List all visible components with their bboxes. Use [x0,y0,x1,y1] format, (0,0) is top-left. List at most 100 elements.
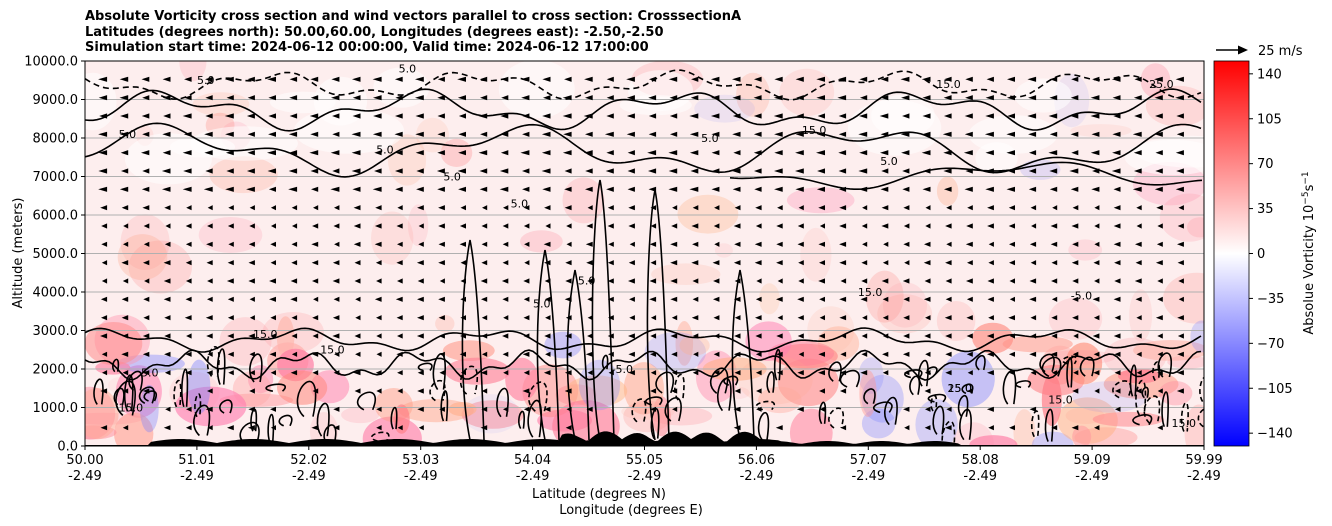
wind-vector-icon [607,205,614,211]
wind-vector-icon [120,113,129,119]
x-tick-label-lat: 58.08 [962,453,999,468]
wind-vector-icon [164,205,171,211]
wind-vector-icon [904,260,910,266]
wind-vector-icon [1113,113,1121,119]
wind-vector-icon [881,168,889,174]
contour-line [1129,364,1137,397]
x-tick-label-lat: 55.05 [626,453,663,468]
wind-vector-icon [987,205,994,211]
wind-vector-icon [439,351,445,357]
wind-vector-icon [1009,296,1015,302]
wind-vector-icon [207,351,213,357]
wind-vector-icon [1009,351,1015,357]
wind-vector-icon [858,186,868,192]
wind-vector-icon [376,406,382,412]
wind-vector-icon [249,388,255,394]
wind-vector-icon [1028,131,1037,137]
wind-vector-icon [438,260,445,266]
wind-vector-icon [1157,351,1163,357]
wind-vector-icon [798,278,804,284]
wind-vector-icon [479,186,488,192]
vorticity-patch [623,362,665,415]
colorbar-tick-label: −105 [1257,382,1293,397]
wind-vector-icon [902,186,910,192]
wind-vector-icon [312,223,319,229]
wind-vector-icon [164,370,171,376]
vorticity-patch [651,263,721,286]
wind-vector-icon [1112,150,1121,156]
wind-vector-icon [818,370,825,376]
wind-vector-icon [1049,95,1058,101]
wind-vector-icon [523,370,530,376]
wind-vector-icon [522,186,530,192]
contour-line [839,369,860,388]
wind-vector-icon [839,260,847,266]
title-line-1: Absolute Vorticity cross section and win… [85,9,742,24]
contour-line [216,348,226,385]
vorticity-patch [726,386,750,399]
wind-vector-icon [290,370,298,376]
wind-vector-icon [206,333,213,339]
wind-vector-icon [1091,131,1100,137]
wind-vector-icon [289,113,298,119]
wind-vector-icon [1175,95,1184,101]
wind-vector-icon [185,296,192,302]
wind-vector-icon [500,131,509,137]
wind-vector-icon [966,278,973,284]
quiver-key-arrowhead-icon [1238,45,1248,55]
wind-vector-icon [227,223,234,229]
wind-vector-icon [862,205,868,211]
wind-vector-icon [247,95,255,101]
vorticity-patch [758,386,802,414]
wind-vector-icon [756,278,762,284]
wind-vector-icon [1029,241,1037,247]
wind-vector-icon [1177,351,1184,357]
wind-vector-icon [965,168,973,174]
wind-vector-icon [270,241,276,247]
wind-vector-icon [671,370,678,376]
wind-vector-icon [333,223,340,229]
wind-vector-icon [460,205,466,211]
wind-vector-icon [1155,260,1163,266]
y-tick-label: 10000.0 [24,55,78,70]
wind-vector-icon [649,76,657,82]
vorticity-patch [858,357,884,394]
contour-label: 15.0 [320,344,345,357]
wind-vector-icon [1030,315,1037,321]
wind-vector-icon [628,223,635,229]
wind-vector-icon [584,76,593,82]
wind-vector-icon [565,278,572,284]
vorticity-patch [435,315,455,333]
wind-vector-icon [417,278,424,284]
wind-vector-icon [376,425,382,431]
wind-vector-icon [650,315,657,321]
wind-vector-icon [882,315,889,321]
vorticity-patch [694,94,755,123]
wind-vector-icon [185,370,192,376]
vorticity-patch [277,370,328,405]
wind-vector-icon [691,260,699,266]
wind-vector-icon [1136,333,1142,339]
x-axis-label-line-1: Latitude (degrees N) [532,487,666,502]
wind-vector-icon [331,95,340,101]
wind-vector-icon [668,168,678,174]
wind-vector-icon [713,315,720,321]
wind-vector-icon [268,95,276,101]
wind-vector-icon [944,186,952,192]
wind-vector-icon [754,168,762,174]
wind-vector-icon [734,278,741,284]
wind-vector-icon [1093,315,1100,321]
wind-vector-icon [395,296,403,302]
wind-vector-icon [819,260,825,266]
vorticity-patch [341,406,380,424]
wind-vector-icon [881,223,889,229]
wind-vector-icon [903,223,910,229]
wind-vector-icon [1175,150,1184,156]
wind-vector-icon [417,370,424,376]
wind-vector-icon [965,76,973,82]
wind-vector-icon [1156,241,1163,247]
wind-vector-icon [457,76,466,82]
wind-vector-icon [692,370,699,376]
wind-vector-icon [902,168,910,174]
wind-vector-icon [796,95,804,101]
